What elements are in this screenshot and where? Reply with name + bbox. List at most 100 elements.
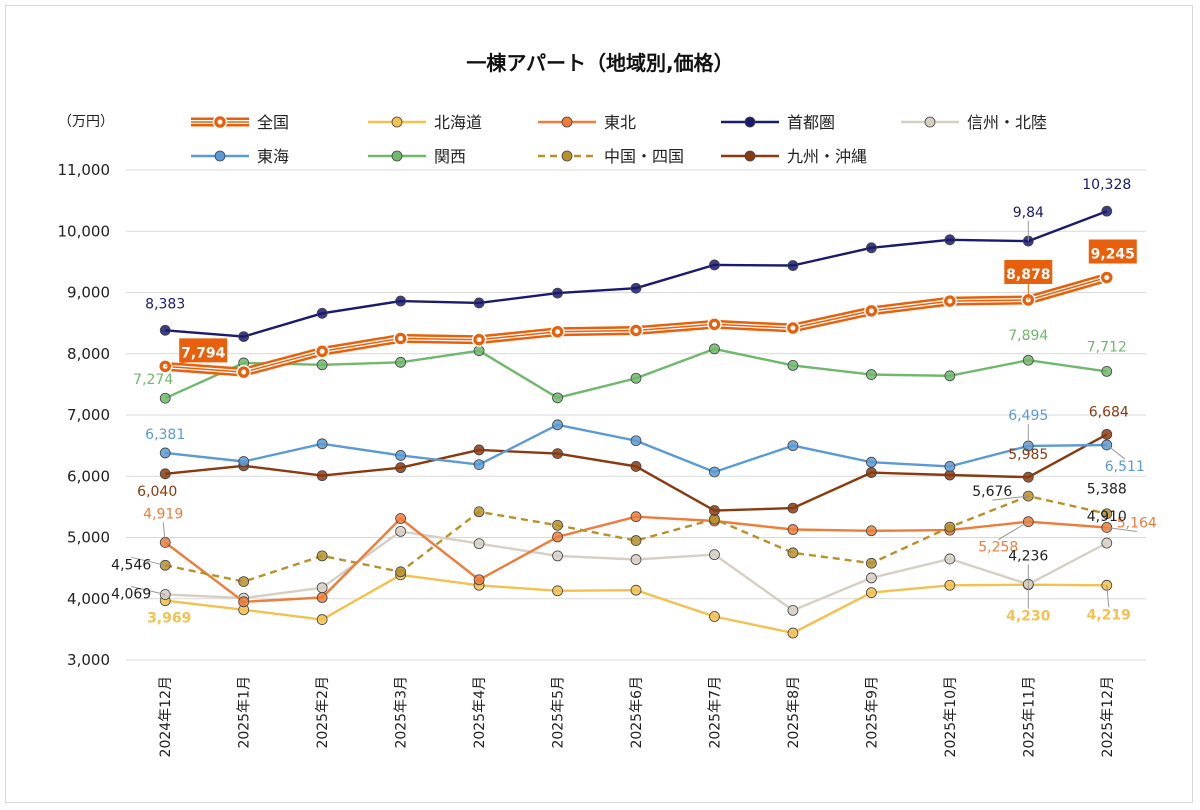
data-labels: 7,794 8,878 9,245 8,383 9,84 10,328 7,274 7,894… bbox=[111, 177, 1157, 626]
legend-label: 北海道 bbox=[434, 113, 482, 132]
data-point bbox=[709, 466, 720, 478]
data-label: 10,328 bbox=[1082, 177, 1131, 193]
data-point-center bbox=[476, 337, 482, 343]
data-point bbox=[709, 259, 720, 271]
data-point bbox=[1101, 205, 1113, 217]
legend-item-信州・北陸: 信州・北陸 bbox=[901, 113, 1047, 132]
legend-marker bbox=[214, 150, 226, 162]
data-point bbox=[473, 444, 485, 456]
data-point bbox=[865, 587, 877, 599]
data-point bbox=[944, 461, 956, 472]
data-point bbox=[395, 462, 407, 474]
x-tick-label: 2025年8月 bbox=[786, 676, 802, 749]
legend-marker bbox=[561, 150, 573, 162]
legend-label: 中国・四国 bbox=[604, 147, 684, 166]
data-point bbox=[473, 345, 485, 357]
legend-marker bbox=[391, 150, 403, 162]
x-tick-label: 2025年1月 bbox=[237, 676, 253, 749]
label-leader bbox=[1106, 526, 1137, 532]
data-point bbox=[316, 359, 328, 371]
legend-marker bbox=[744, 116, 756, 128]
series-line bbox=[165, 573, 1107, 635]
legend-label: 九州・沖縄 bbox=[787, 147, 867, 166]
data-label: 4,219 bbox=[1087, 607, 1131, 623]
data-point bbox=[473, 297, 485, 309]
x-tick-label: 2024年12月 bbox=[158, 676, 174, 757]
data-label: 5,258 bbox=[978, 540, 1018, 556]
data-point bbox=[709, 611, 720, 622]
x-axis: 2024年12月 2025年1月 2025年2月 2025年3月 2025年4月 2025… bbox=[158, 676, 1116, 757]
legend-marker bbox=[561, 116, 573, 128]
data-point-center bbox=[398, 335, 404, 341]
data-label: 4,919 bbox=[143, 506, 183, 522]
y-tick-label: 4,000 bbox=[67, 590, 110, 608]
legend-item-首都圏: 首都圏 bbox=[721, 113, 835, 132]
y-tick-label: 11,000 bbox=[58, 161, 111, 179]
data-point bbox=[238, 456, 250, 467]
data-point bbox=[787, 547, 799, 559]
label-leader bbox=[131, 556, 166, 566]
data-point bbox=[159, 468, 171, 480]
data-point bbox=[395, 356, 407, 368]
data-point bbox=[316, 614, 328, 625]
data-point bbox=[316, 550, 328, 562]
data-point bbox=[552, 287, 563, 299]
data-label: 5,164 bbox=[1117, 515, 1157, 531]
legend-label: 関西 bbox=[434, 147, 466, 166]
data-point bbox=[630, 584, 642, 596]
data-label: 6,381 bbox=[145, 427, 185, 443]
data-point bbox=[316, 582, 328, 594]
data-point bbox=[159, 392, 171, 404]
data-point bbox=[473, 506, 485, 518]
data-point bbox=[395, 295, 407, 307]
data-point-center bbox=[711, 321, 717, 327]
data-point bbox=[316, 438, 328, 450]
data-point bbox=[944, 370, 956, 382]
data-point-center bbox=[555, 329, 561, 335]
legend-label: 東海 bbox=[257, 147, 289, 166]
data-point bbox=[552, 550, 563, 562]
data-label: 4,230 bbox=[1006, 609, 1051, 625]
data-point-center bbox=[947, 298, 953, 304]
legend-item-九州・沖縄: 九州・沖縄 bbox=[721, 147, 867, 166]
data-point bbox=[865, 467, 877, 478]
data-point bbox=[630, 511, 642, 523]
label-leader bbox=[162, 522, 166, 543]
legend-marker bbox=[924, 116, 936, 128]
data-point bbox=[1022, 354, 1034, 366]
data-label: 5,985 bbox=[1008, 447, 1048, 463]
data-label: 4,910 bbox=[1087, 509, 1127, 525]
legend-item-東北: 東北 bbox=[538, 113, 636, 132]
legend-marker bbox=[744, 150, 756, 162]
data-point bbox=[787, 260, 799, 271]
chart-title: 一棟アパート（地域別,価格） bbox=[466, 51, 733, 75]
data-point bbox=[316, 592, 328, 603]
series-関西 bbox=[159, 343, 1113, 404]
y-tick-label: 7,000 bbox=[67, 406, 110, 424]
data-point bbox=[787, 604, 799, 616]
legend-label: 信州・北陸 bbox=[967, 113, 1047, 132]
label-leader bbox=[131, 586, 166, 596]
data-point bbox=[238, 331, 250, 343]
data-point bbox=[395, 566, 407, 578]
data-point bbox=[316, 470, 328, 482]
chart-frame: 一棟アパート（地域別,価格） （万円） 全国 北海道 東北 首都圏 信州・北陸 東海 関西 中… bbox=[5, 5, 1193, 803]
data-label: 7,712 bbox=[1087, 339, 1127, 355]
legend-item-全国: 全国 bbox=[191, 113, 289, 132]
data-point bbox=[395, 525, 407, 537]
data-point bbox=[865, 572, 877, 584]
x-tick-label: 2025年5月 bbox=[551, 676, 567, 749]
data-label: 7,274 bbox=[133, 372, 173, 388]
data-point bbox=[473, 574, 485, 586]
x-tick-label: 2025年3月 bbox=[394, 676, 410, 749]
series-中国・四国 bbox=[159, 490, 1113, 587]
data-point bbox=[865, 242, 877, 254]
x-tick-label: 2025年7月 bbox=[707, 676, 723, 749]
data-point bbox=[1101, 428, 1113, 440]
data-point bbox=[944, 553, 956, 565]
data-point-center bbox=[1104, 274, 1110, 280]
y-tick-label: 3,000 bbox=[67, 651, 110, 669]
y-tick-label: 5,000 bbox=[67, 529, 110, 547]
data-point bbox=[709, 343, 720, 355]
